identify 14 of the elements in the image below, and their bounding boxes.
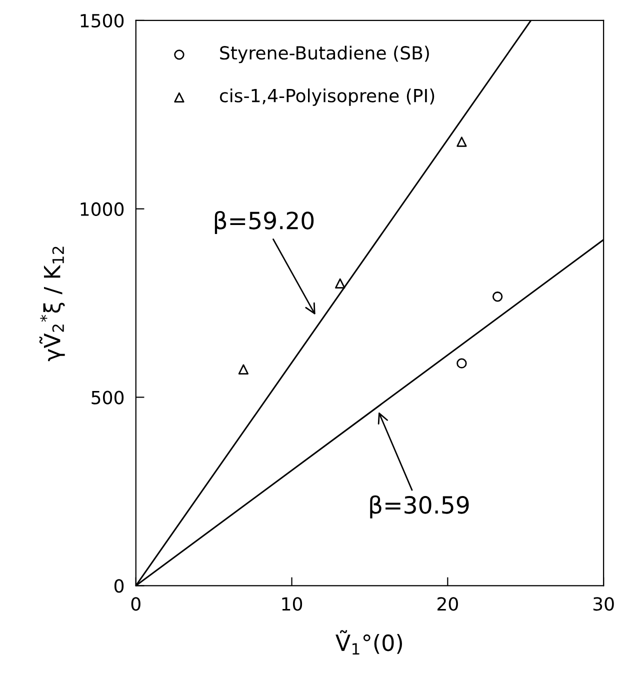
y-tick-label: 1500 bbox=[80, 14, 124, 28]
y-tick-label: 1000 bbox=[80, 202, 124, 216]
y-axis-title: γṼ$_{2}$$^{*}$ξ / K$_{12}$ bbox=[39, 246, 65, 362]
x-tick-label: 0 bbox=[131, 597, 140, 611]
annotation: β=59.20 bbox=[214, 211, 314, 234]
y-tick-label: 500 bbox=[92, 390, 124, 404]
legend-label: Styrene-Butadiene (SB) bbox=[220, 46, 429, 64]
legend-label: cis-1,4-Polyisoprene (PI) bbox=[220, 88, 434, 106]
annotation: β=30.59 bbox=[370, 495, 469, 518]
x-tick-label: 20 bbox=[438, 597, 458, 611]
y-tick-label: 0 bbox=[114, 579, 124, 593]
x-tick-label: 10 bbox=[282, 597, 302, 611]
x-tick-label: 30 bbox=[593, 597, 614, 611]
x-axis-title: Ṽ$_{1}$°(0) bbox=[336, 630, 402, 655]
